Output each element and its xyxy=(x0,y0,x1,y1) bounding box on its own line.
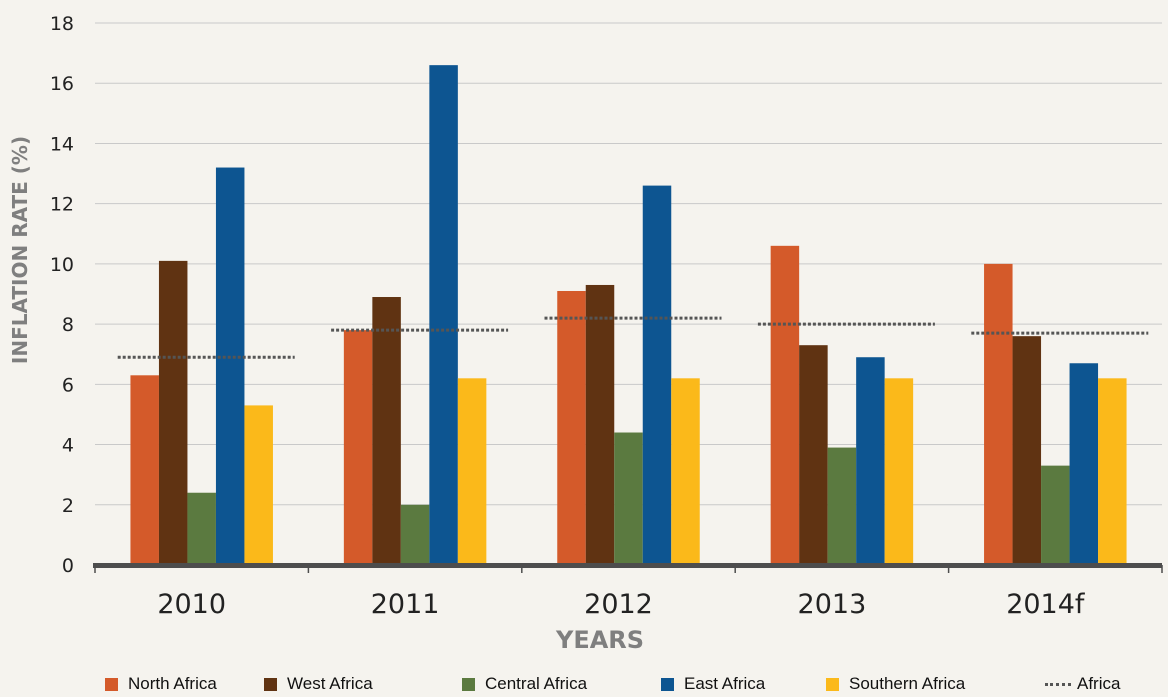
legend-label: Southern Africa xyxy=(849,674,966,693)
bars xyxy=(130,65,1127,566)
bar xyxy=(1041,465,1070,565)
bar xyxy=(1012,336,1042,565)
inflation-chart: 0 2 4 6 8 10 12 14 16 18 2010 2011 2012 2013 2014f YE… xyxy=(8,13,1163,654)
y-tick-label: 6 xyxy=(62,374,74,396)
legend-swatch xyxy=(462,677,475,691)
y-tick-label: 18 xyxy=(50,13,74,35)
x-tick-label: 2013 xyxy=(798,589,867,620)
bar xyxy=(557,290,586,565)
y-tick-label: 8 xyxy=(62,314,74,336)
legend-swatch xyxy=(661,677,674,691)
y-tick-label: 4 xyxy=(62,435,74,457)
x-tick-label: 2014f xyxy=(1006,589,1086,620)
y-tick-label: 12 xyxy=(50,194,74,216)
bar xyxy=(343,330,373,565)
legend-item: Southern Africa xyxy=(826,673,965,695)
y-tick-label: 10 xyxy=(50,254,74,276)
legend-line-swatch xyxy=(1045,682,1071,686)
legend-item: Africa xyxy=(1045,673,1120,695)
bar xyxy=(614,432,643,565)
bar xyxy=(585,284,615,565)
x-axis-line xyxy=(93,563,1162,568)
bar xyxy=(158,260,188,565)
x-tick-label: 2010 xyxy=(157,589,226,620)
legend-item: West Africa xyxy=(264,673,373,695)
bar xyxy=(400,504,430,565)
legend-swatch xyxy=(105,677,118,691)
bar xyxy=(984,263,1013,565)
legend-label: Central Africa xyxy=(485,674,588,693)
bar xyxy=(671,378,700,565)
x-tick-label: 2012 xyxy=(584,589,653,620)
legend-item: Central Africa xyxy=(462,673,587,695)
legend-label: North Africa xyxy=(128,674,217,693)
bar xyxy=(429,65,458,566)
legend-item: North Africa xyxy=(105,673,217,695)
legend-label: Africa xyxy=(1077,674,1121,693)
y-tick-label: 2 xyxy=(62,495,74,517)
bar xyxy=(770,245,800,566)
bar xyxy=(799,345,828,565)
bar xyxy=(130,375,159,565)
bar xyxy=(244,405,273,565)
x-tick-label: 2011 xyxy=(371,589,440,620)
x-axis xyxy=(93,563,1163,573)
y-axis-title: INFLATION RATE (%) xyxy=(8,136,32,364)
bar xyxy=(642,185,672,565)
legend-label: East Africa xyxy=(684,674,766,693)
bar xyxy=(1069,363,1099,565)
legend-item: East Africa xyxy=(661,673,765,695)
bar xyxy=(884,378,914,565)
africa-average-lines xyxy=(117,316,1149,359)
x-axis-title: YEARS xyxy=(555,626,644,654)
y-tick-label: 14 xyxy=(50,133,74,155)
legend-swatch xyxy=(264,677,277,691)
bar xyxy=(827,447,857,565)
y-tick-label: 16 xyxy=(50,73,74,95)
y-tick-labels: 0 2 4 6 8 10 12 14 16 18 xyxy=(50,13,74,577)
legend: North Africa West Africa Central Africa Eas… xyxy=(0,668,1168,697)
x-tick-labels: 2010 2011 2012 2013 2014f xyxy=(157,589,1086,620)
y-tick-label: 0 xyxy=(62,555,74,577)
bar xyxy=(187,492,216,565)
legend-label: West Africa xyxy=(287,674,373,693)
bar xyxy=(457,378,487,565)
legend-swatch xyxy=(826,677,839,691)
bar xyxy=(1098,378,1127,565)
bar xyxy=(856,357,885,565)
bar xyxy=(215,167,245,566)
bar xyxy=(372,297,401,565)
